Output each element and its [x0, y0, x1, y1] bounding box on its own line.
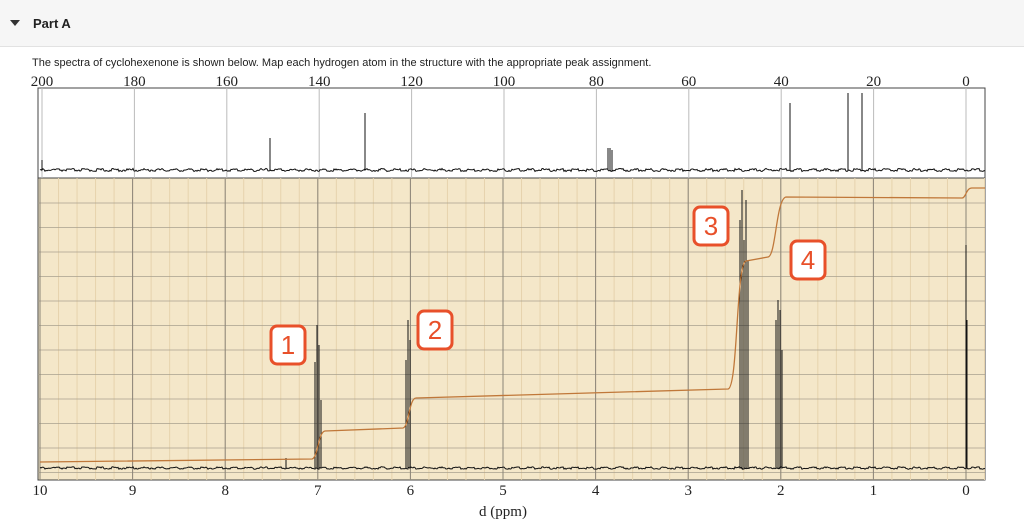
- integration-curve: [39, 187, 985, 463]
- axis-labels: 200 180 160 140 120 100 80 60 40 20 010 9 8 7 6 5 4 3 2 1 0: [31, 74, 970, 499]
- bottom-axis-label: 6: [407, 483, 415, 499]
- instructions: The spectra of cyclohexenone is shown be…: [32, 57, 652, 69]
- peak-label-box: [416, 309, 454, 351]
- part-header[interactable]: Part A: [0, 0, 1024, 47]
- top-axis-label: 20: [866, 74, 881, 90]
- c13-panel: [37, 87, 986, 179]
- top-axis-label: 160: [216, 74, 239, 90]
- bottom-axis-label: 2: [777, 483, 785, 499]
- bottom-axis-label: 0: [962, 483, 970, 499]
- peak-label: 3: [704, 211, 718, 241]
- bottom-axis-label: 3: [684, 483, 692, 499]
- bottom-axis-label: 8: [221, 483, 229, 499]
- peak-label: 4: [801, 245, 815, 275]
- peak-label-box: [692, 205, 730, 247]
- bottom-axis-label: 5: [499, 483, 507, 499]
- collapse-icon[interactable]: [10, 20, 20, 26]
- top-axis-label: 80: [589, 74, 604, 90]
- bottom-axis-label: 1: [870, 483, 878, 499]
- peak-label-box: [269, 324, 307, 366]
- peak-labels: 1 2 3 4: [269, 205, 827, 366]
- bottom-axis-label: 4: [592, 483, 600, 499]
- top-axis-label: 100: [493, 74, 516, 90]
- grid: [38, 88, 986, 480]
- h1-trace: [39, 190, 986, 471]
- peak-label: 2: [428, 315, 442, 345]
- peak-label-box: [789, 239, 827, 281]
- peak-label: 1: [281, 330, 295, 360]
- bottom-axis-label: 7: [314, 483, 322, 499]
- x-axis-title: d (ppm): [479, 504, 527, 520]
- part-title: Part A: [33, 16, 71, 31]
- h1-panel: [37, 177, 986, 481]
- bottom-axis-label: 9: [129, 483, 137, 499]
- top-axis-label: 40: [774, 74, 789, 90]
- c13-trace: [39, 93, 986, 173]
- top-axis-label: 180: [123, 74, 146, 90]
- top-axis-label: 0: [962, 74, 970, 90]
- top-axis-label: 200: [31, 74, 54, 90]
- bottom-axis-label: 10: [33, 483, 48, 499]
- top-axis-label: 60: [681, 74, 696, 90]
- top-axis-label: 120: [400, 74, 423, 90]
- top-axis-label: 140: [308, 74, 331, 90]
